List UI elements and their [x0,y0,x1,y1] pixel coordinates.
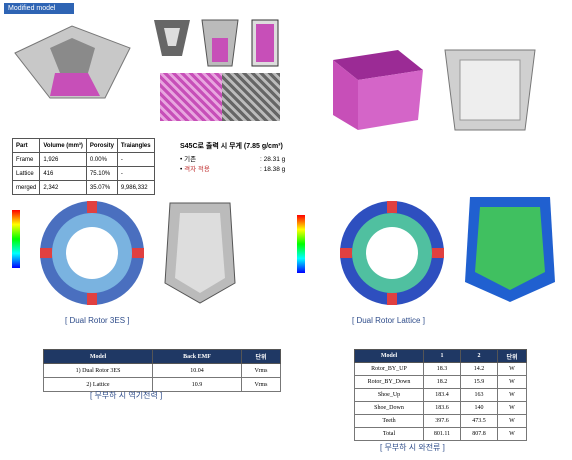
list-item: • 격자 적용 : 18.38 g [180,166,286,173]
rotor-lattice-sim-image [340,201,444,305]
table-row: Shoe_Up 183.4 163 W [354,388,527,402]
table-row: 2) Lattice 10.9 Vrms [43,377,281,392]
porosity-header: Porosity [85,138,118,153]
part-table: Part Volume (mm³) Porosity Traiangles Fr… [11,138,155,195]
unit-header: 단위 [497,349,527,363]
table-row: Rotor_BY_UP 18.3 14.2 W [354,362,527,376]
back-emf-table: Model Back EMF 단위 1) Dual Rotor 3ES 10.0… [43,349,281,392]
table-row: Frame 1,926 0.00% - [11,152,155,167]
color-legend-right [297,215,305,273]
table-row: Shoe_Down 183.6 140 W [354,401,527,415]
caption-dual-rotor-3es: [ Dual Rotor 3ES ] [65,316,130,325]
table-row: Teeth 397.6 473.5 W [354,414,527,428]
table-row: Rotor_BY_Down 18.2 15.9 W [354,375,527,389]
frame-section-view [201,19,239,67]
lattice-3es-sim-image [164,202,236,304]
triangles-header: Traiangles [116,138,155,153]
model-2-header: 2 [460,349,498,363]
volume-header: Volume (mm³) [39,138,87,153]
caption-back-emf: [ 무부하 시 역기전력 ] [90,391,163,400]
model-1-header: 1 [423,349,461,363]
frame-top-view [154,20,190,56]
list-item: • 기존 : 28.31 g [180,156,286,163]
weight-note: S45C로 출력 시 무게 (7.85 g/cm³) • 기존 : 28.31 … [180,142,285,175]
table-row: 1) Dual Rotor 3ES 10.04 Vrms [43,363,281,378]
frame-side-view [251,19,279,67]
rotor-3es-sim-image [40,201,144,305]
lattice-cube-gray [444,49,536,131]
lattice-cube-magenta [333,50,423,130]
model-header: Model [354,349,424,363]
frame-3d-model [14,25,131,99]
part-header: Part [11,138,41,153]
unit-header: 단위 [241,349,281,364]
eddy-current-table: Model 1 2 단위 Rotor_BY_UP 18.3 14.2 W Rotor_… [354,349,527,441]
lattice-closeup-image [160,73,280,121]
caption-dual-rotor-lattice: [ Dual Rotor Lattice ] [352,316,425,325]
weight-heading: S45C로 출력 시 무게 (7.85 g/cm³) [180,143,283,150]
table-row: merged 2,342 35.07% 9,986,332 [11,180,155,195]
table-row: Lattice 416 75.10% - [11,166,155,181]
color-legend-left [12,210,20,268]
caption-eddy-current: [ 무부하 시 와전류 ] [380,443,445,452]
lattice-sim-image [465,197,555,302]
table-row: Total 801.11 807.8 W [354,427,527,441]
back-emf-header: Back EMF [152,349,242,364]
section-tag: Modified model [4,3,74,14]
model-header: Model [43,349,153,364]
